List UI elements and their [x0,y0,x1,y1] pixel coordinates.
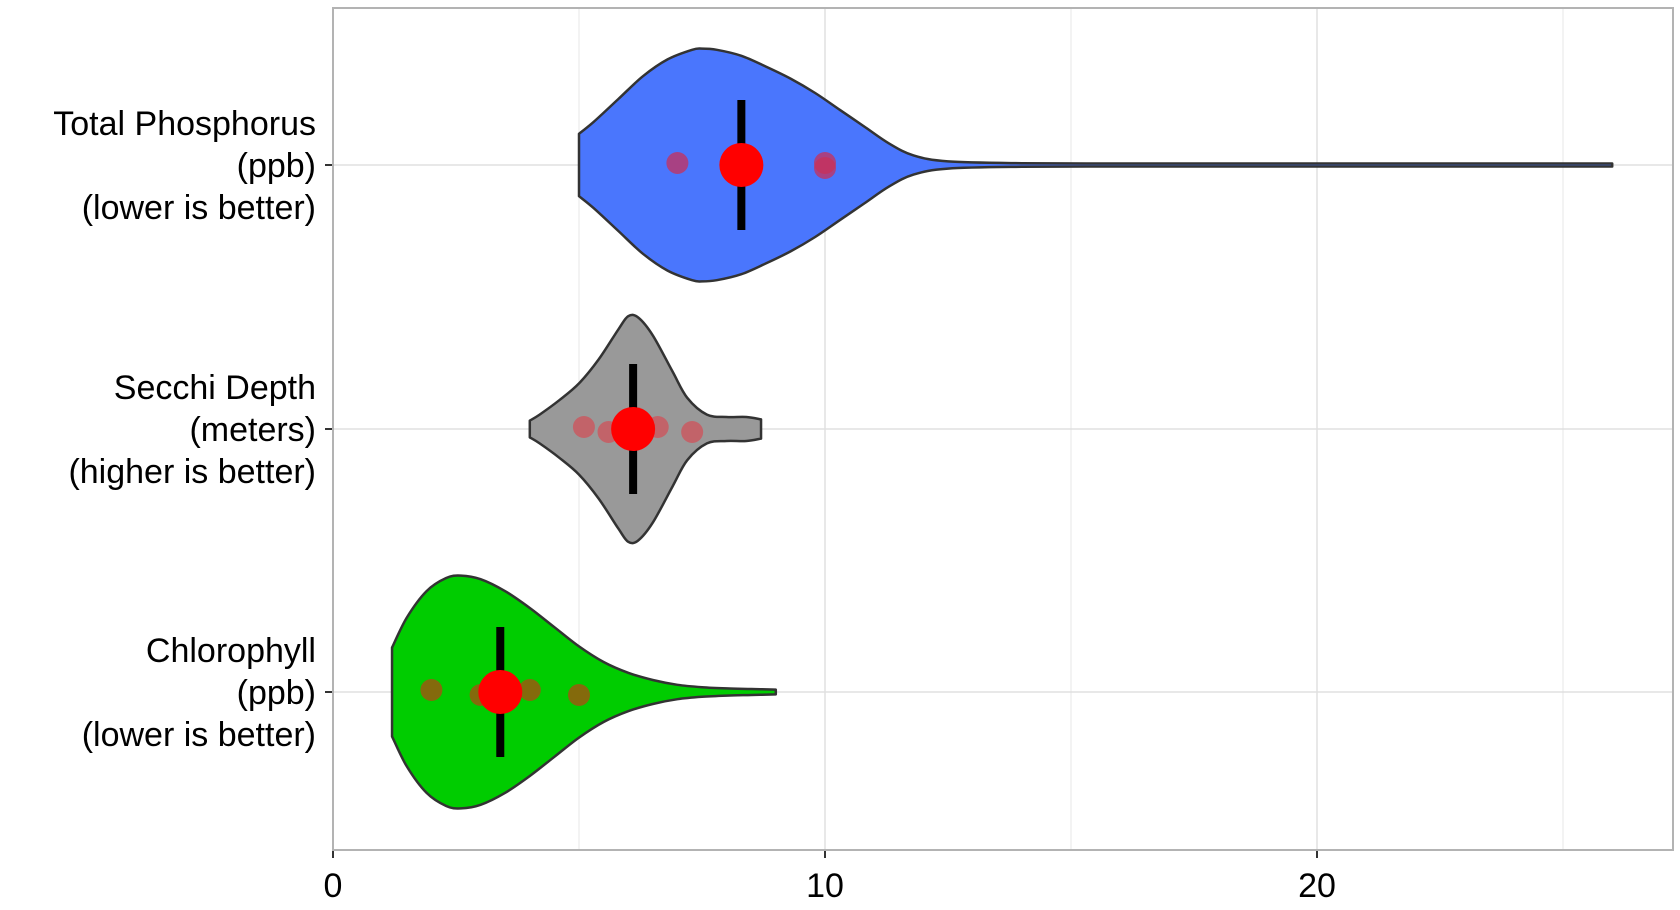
category-label-line: Total Phosphorus [53,105,316,143]
x-tick-label: 0 [324,867,343,905]
category-label-line: Secchi Depth [114,369,316,407]
category-label-line: (ppb) [237,674,316,712]
data-point [420,679,443,701]
category-label-line: (ppb) [237,147,316,185]
mean-marker [478,670,523,714]
data-point [568,684,590,706]
x-tick-label: 10 [806,867,844,905]
mean-marker [611,407,656,451]
data-point [814,152,836,174]
category-label-line: (lower is better) [82,716,316,754]
data-point [681,421,704,443]
category-label-line: (lower is better) [82,189,316,227]
x-tick-label: 20 [1298,867,1336,905]
panel-border [332,7,1674,851]
data-point [518,679,541,701]
data-point [666,152,689,174]
violin-layer [390,47,1614,810]
mean-marker [719,143,764,187]
violin-shape [577,47,1614,283]
category-label-line: (meters) [189,411,316,449]
category-label-line: (higher is better) [68,453,316,491]
y-axis-labels: Total Phosphorus (ppb) (lower is better) Se… [53,105,333,754]
x-axis-ticks: 0 10 20 [324,850,1336,905]
category-label-line: Chlorophyll [146,632,316,670]
data-point [572,416,595,438]
